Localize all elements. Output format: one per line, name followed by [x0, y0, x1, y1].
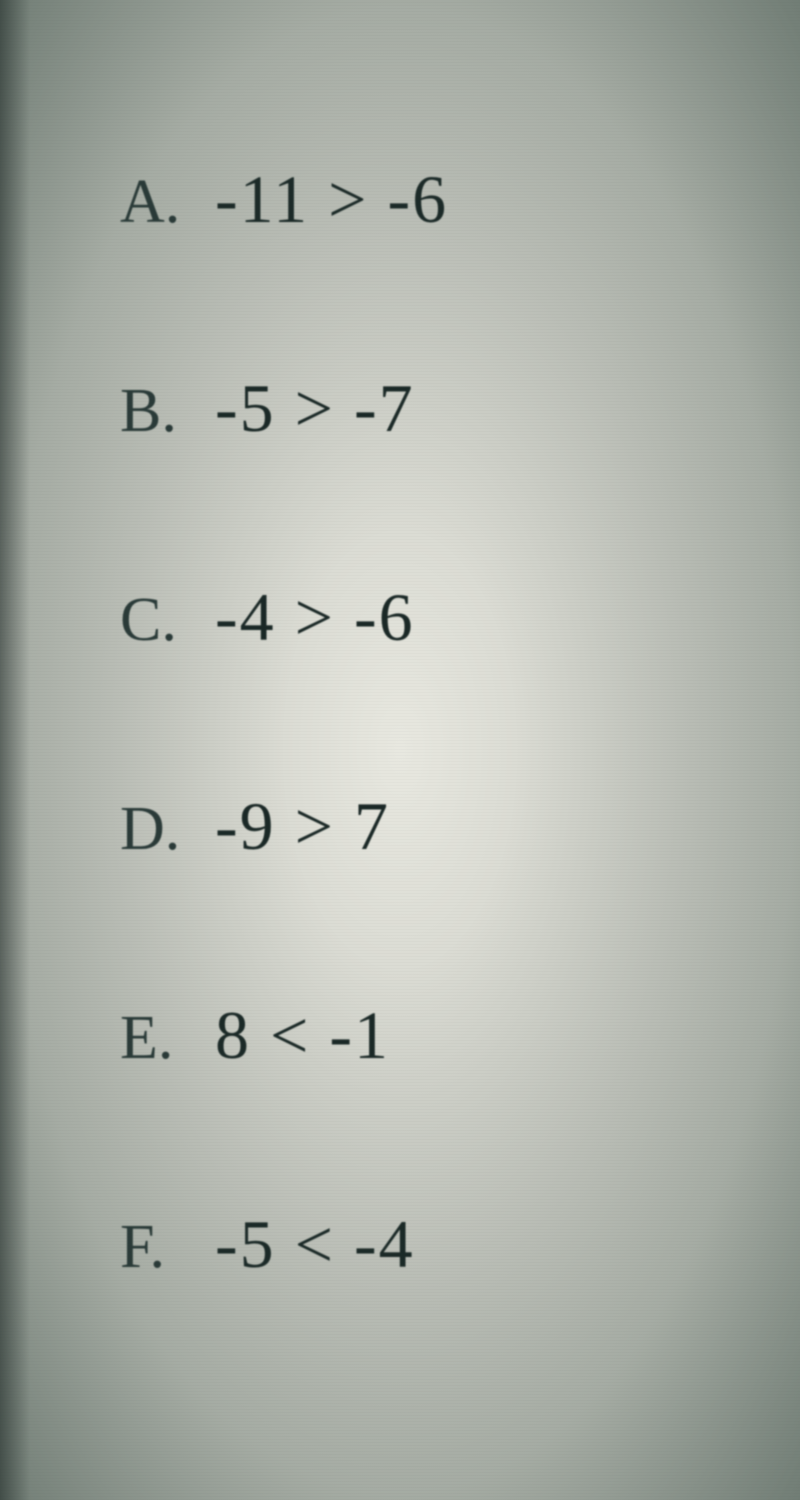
option-e-row[interactable]: E. 8 < -1 — [120, 996, 800, 1075]
option-e-expression: 8 < -1 — [215, 996, 390, 1075]
option-a-label: A. — [120, 167, 215, 238]
option-f-label: F. — [120, 1212, 215, 1283]
option-c-expression: -4 > -6 — [215, 578, 415, 657]
option-b-label: B. — [120, 376, 215, 447]
option-a-expression: -11 > -6 — [215, 160, 448, 239]
option-f-row[interactable]: F. -5 < -4 — [120, 1205, 800, 1284]
option-b-row[interactable]: B. -5 > -7 — [120, 369, 800, 448]
option-f-expression: -5 < -4 — [215, 1205, 415, 1284]
option-d-label: D. — [120, 794, 215, 865]
option-b-expression: -5 > -7 — [215, 369, 415, 448]
option-d-row[interactable]: D. -9 > 7 — [120, 787, 800, 866]
option-c-label: C. — [120, 585, 215, 656]
option-d-expression: -9 > 7 — [215, 787, 390, 866]
option-a-row[interactable]: A. -11 > -6 — [120, 160, 800, 239]
option-c-row[interactable]: C. -4 > -6 — [120, 578, 800, 657]
question-options-container: A. -11 > -6 B. -5 > -7 C. -4 > -6 D. -9 … — [0, 0, 800, 1284]
option-e-label: E. — [120, 1003, 215, 1074]
